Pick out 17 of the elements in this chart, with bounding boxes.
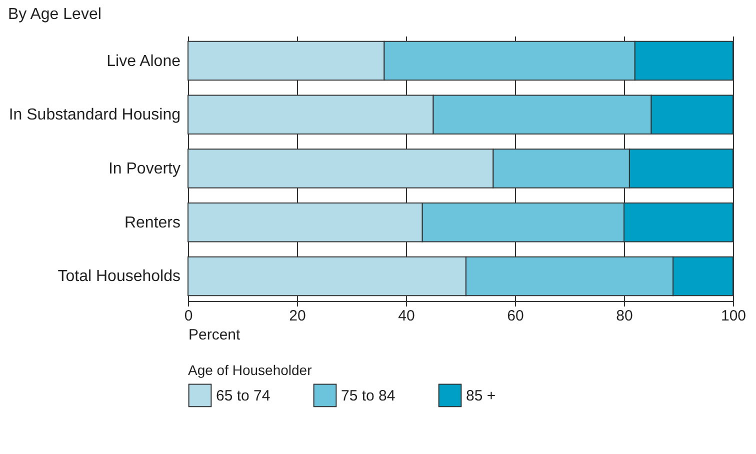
- y-tick-label: In Substandard Housing: [8, 106, 180, 124]
- x-tick-label: 60: [507, 308, 524, 324]
- x-tick-label: 100: [720, 308, 746, 324]
- y-tick-label: Total Households: [58, 268, 180, 286]
- legend-title: Age of Householder: [188, 362, 312, 378]
- y-tick-label: In Poverty: [108, 160, 180, 178]
- y-tick-label: Live Alone: [106, 52, 181, 70]
- x-tick-label: 40: [398, 308, 415, 324]
- y-tick-label: Renters: [124, 214, 180, 232]
- legend-label: 75 to 84: [341, 387, 396, 404]
- legend-label: 85 +: [466, 387, 496, 404]
- x-axis-title: Percent: [188, 326, 242, 344]
- legend-label: 65 to 74: [216, 387, 270, 404]
- x-tick-label: 80: [616, 308, 633, 324]
- x-tick-label: 20: [289, 308, 306, 324]
- text: By Age Level: [8, 6, 102, 23]
- x-tick-label: 0: [184, 308, 193, 324]
